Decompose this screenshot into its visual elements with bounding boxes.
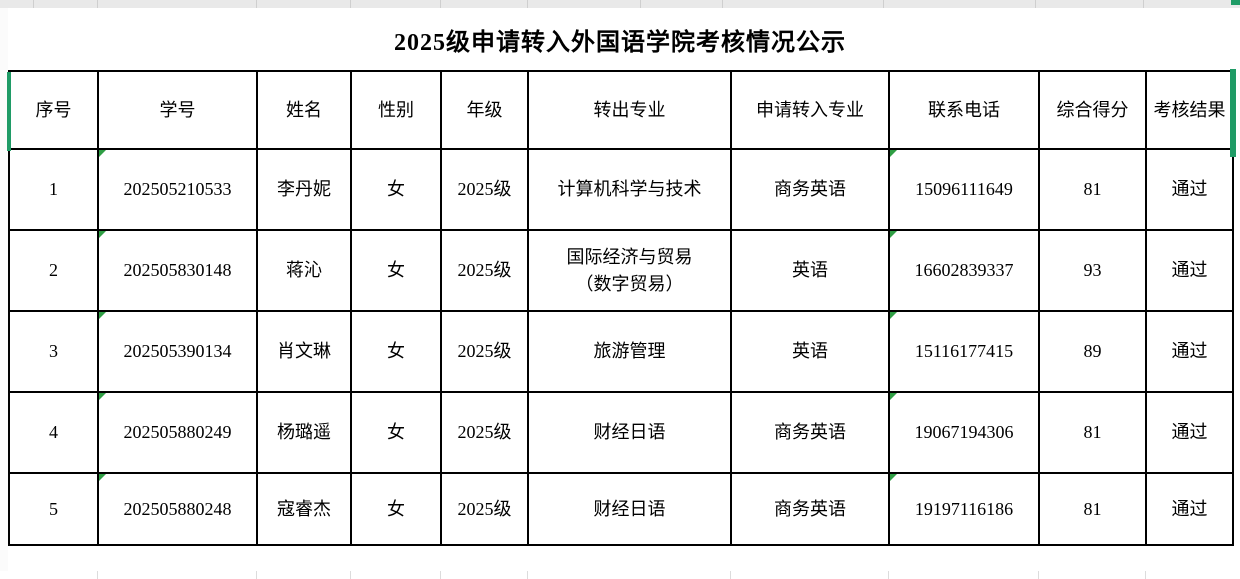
- table-row: 5 202505880248 寇睿杰 女 2025级 财经日语 商务英语 191…: [8, 472, 1234, 546]
- header-gender[interactable]: 性别: [350, 70, 442, 150]
- cell-phone[interactable]: 19067194306: [888, 391, 1040, 474]
- cell-from-major[interactable]: 计算机科学与技术: [527, 148, 732, 231]
- cell-from-major[interactable]: 旅游管理: [527, 310, 732, 393]
- cell-grade[interactable]: 2025级: [440, 472, 529, 546]
- cell-to-major[interactable]: 商务英语: [730, 472, 890, 546]
- cell-gender[interactable]: 女: [350, 229, 442, 312]
- table-row: 3 202505390134 肖文琳 女 2025级 旅游管理 英语 15116…: [8, 310, 1234, 393]
- table-row: 2 202505830148 蒋沁 女 2025级 国际经济与贸易 （数字贸易）…: [8, 229, 1234, 312]
- error-flag-icon: [891, 151, 897, 157]
- header-student-id[interactable]: 学号: [97, 70, 258, 150]
- error-flag-icon: [100, 394, 106, 400]
- error-flag-icon: [891, 394, 897, 400]
- error-flag-icon: [891, 475, 897, 481]
- error-flag-icon: [100, 151, 106, 157]
- sheet-title[interactable]: 2025级申请转入外国语学院考核情况公示: [394, 29, 846, 56]
- cell-name[interactable]: 肖文琳: [256, 310, 352, 393]
- error-flag-icon: [891, 313, 897, 319]
- cell-grade[interactable]: 2025级: [440, 148, 529, 231]
- cell-no[interactable]: 3: [8, 310, 99, 393]
- cell-name[interactable]: 杨璐遥: [256, 391, 352, 474]
- cell-to-major[interactable]: 商务英语: [730, 148, 890, 231]
- cell-result[interactable]: 通过: [1145, 472, 1234, 546]
- selection-border-right-icon: [1230, 69, 1236, 157]
- cell-name[interactable]: 李丹妮: [256, 148, 352, 231]
- cell-from-major[interactable]: 国际经济与贸易 （数字贸易）: [527, 229, 732, 312]
- cell-name[interactable]: 寇睿杰: [256, 472, 352, 546]
- table-header-row: 序号 学号 姓名 性别 年级 转出专业 申请转入专业 联系电话 综合得分 考核结…: [8, 70, 1234, 150]
- cell-student-id[interactable]: 202505210533: [97, 148, 258, 231]
- gridline-strip-top: [0, 0, 1240, 8]
- cell-grade[interactable]: 2025级: [440, 310, 529, 393]
- header-phone[interactable]: 联系电话: [888, 70, 1040, 150]
- cell-to-major[interactable]: 英语: [730, 310, 890, 393]
- error-flag-icon: [100, 475, 106, 481]
- cell-name[interactable]: 蒋沁: [256, 229, 352, 312]
- cell-phone[interactable]: 16602839337: [888, 229, 1040, 312]
- cell-student-id[interactable]: 202505390134: [97, 310, 258, 393]
- cell-score[interactable]: 81: [1038, 472, 1147, 546]
- cell-phone[interactable]: 15096111649: [888, 148, 1040, 231]
- cell-grade[interactable]: 2025级: [440, 391, 529, 474]
- cell-student-id[interactable]: 202505880249: [97, 391, 258, 474]
- cell-from-major[interactable]: 财经日语: [527, 472, 732, 546]
- cell-gender[interactable]: 女: [350, 391, 442, 474]
- cell-no[interactable]: 5: [8, 472, 99, 546]
- cell-gender[interactable]: 女: [350, 148, 442, 231]
- cell-gender[interactable]: 女: [350, 310, 442, 393]
- header-from-major[interactable]: 转出专业: [527, 70, 732, 150]
- cell-result[interactable]: 通过: [1145, 391, 1234, 474]
- cell-score[interactable]: 81: [1038, 148, 1147, 231]
- sheet-left-margin: [0, 8, 8, 571]
- error-flag-icon: [891, 232, 897, 238]
- cell-gender[interactable]: 女: [350, 472, 442, 546]
- cell-student-id[interactable]: 202505830148: [97, 229, 258, 312]
- selection-border-left-icon: [7, 72, 11, 151]
- header-to-major[interactable]: 申请转入专业: [730, 70, 890, 150]
- cell-score[interactable]: 93: [1038, 229, 1147, 312]
- selection-border-corner-icon: [1231, 0, 1240, 5]
- error-flag-icon: [100, 313, 106, 319]
- header-result[interactable]: 考核结果: [1145, 70, 1234, 150]
- cell-from-major[interactable]: 财经日语: [527, 391, 732, 474]
- gridline-strip-bottom: [0, 571, 1240, 579]
- assessment-table: 序号 学号 姓名 性别 年级 转出专业 申请转入专业 联系电话 综合得分 考核结…: [8, 70, 1234, 546]
- header-no[interactable]: 序号: [8, 70, 99, 150]
- cell-no[interactable]: 2: [8, 229, 99, 312]
- cell-result[interactable]: 通过: [1145, 148, 1234, 231]
- cell-no[interactable]: 4: [8, 391, 99, 474]
- table-row: 1 202505210533 李丹妮 女 2025级 计算机科学与技术 商务英语…: [8, 148, 1234, 231]
- cell-no[interactable]: 1: [8, 148, 99, 231]
- error-flag-icon: [100, 232, 106, 238]
- header-grade[interactable]: 年级: [440, 70, 529, 150]
- cell-phone[interactable]: 15116177415: [888, 310, 1040, 393]
- table-row: 4 202505880249 杨璐遥 女 2025级 财经日语 商务英语 190…: [8, 391, 1234, 474]
- header-name[interactable]: 姓名: [256, 70, 352, 150]
- cell-student-id[interactable]: 202505880248: [97, 472, 258, 546]
- header-score[interactable]: 综合得分: [1038, 70, 1147, 150]
- cell-result[interactable]: 通过: [1145, 229, 1234, 312]
- cell-score[interactable]: 89: [1038, 310, 1147, 393]
- cell-to-major[interactable]: 商务英语: [730, 391, 890, 474]
- cell-score[interactable]: 81: [1038, 391, 1147, 474]
- cell-grade[interactable]: 2025级: [440, 229, 529, 312]
- cell-result[interactable]: 通过: [1145, 310, 1234, 393]
- cell-phone[interactable]: 19197116186: [888, 472, 1040, 546]
- cell-to-major[interactable]: 英语: [730, 229, 890, 312]
